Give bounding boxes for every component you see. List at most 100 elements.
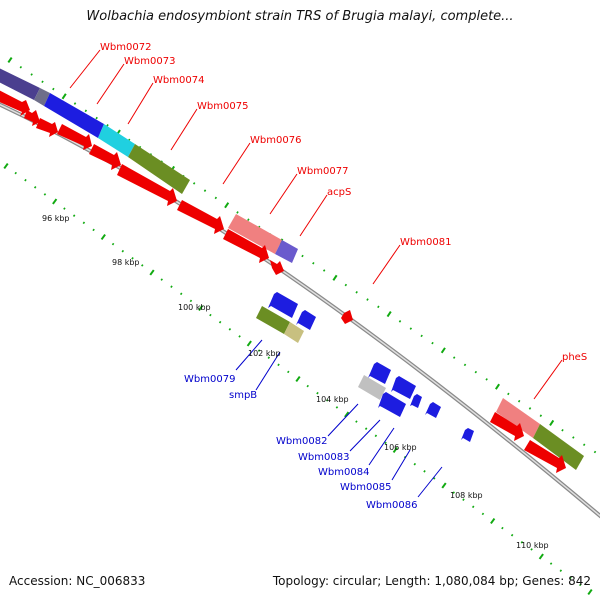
- gene-arrow[interactable]: [57, 124, 92, 150]
- map-title: Wolbachia endosymbiont strain TRS of Bru…: [86, 9, 514, 24]
- minor-tick: [433, 477, 436, 480]
- minor-tick: [203, 189, 207, 192]
- label-Wbm0073[interactable]: Wbm0073: [124, 56, 175, 67]
- feature-olive-bar-rev[interactable]: [256, 306, 290, 334]
- major-tick: [295, 375, 301, 383]
- minor-tick: [355, 420, 358, 423]
- minor-tick: [111, 242, 115, 246]
- label-Wbm0077[interactable]: Wbm0077: [297, 166, 348, 177]
- minor-tick: [485, 378, 488, 381]
- gene-arrow-rev[interactable]: [368, 362, 391, 384]
- gene-arrow-rev[interactable]: [425, 402, 441, 418]
- minor-tick: [160, 278, 163, 281]
- label-Wbm0084[interactable]: Wbm0084: [318, 467, 369, 478]
- label-Wbm0074[interactable]: Wbm0074: [153, 75, 204, 86]
- minor-tick: [398, 320, 402, 323]
- label-Wbm0085[interactable]: Wbm0085: [340, 482, 391, 493]
- minor-tick: [306, 384, 309, 388]
- label-acpS[interactable]: acpS: [327, 187, 351, 198]
- label-Wbm0086[interactable]: Wbm0086: [366, 500, 417, 511]
- gene-arrow-rev[interactable]: [410, 394, 422, 408]
- minor-tick: [14, 171, 17, 175]
- minor-tick: [420, 334, 423, 338]
- feature-olive-bar[interactable]: [128, 144, 190, 194]
- gene-arrow[interactable]: [0, 88, 30, 116]
- minor-tick: [30, 73, 33, 76]
- feature-cyan-bar[interactable]: [98, 124, 135, 157]
- minor-tick: [121, 249, 125, 253]
- feature-purple-bar[interactable]: [275, 240, 298, 263]
- label-Wbm0081[interactable]: Wbm0081: [400, 237, 451, 248]
- reverse-feature-track: [256, 306, 386, 400]
- minor-tick: [413, 462, 417, 466]
- ruler-label: 102 kbp: [248, 349, 281, 358]
- label-Wbm0076[interactable]: Wbm0076: [250, 135, 301, 146]
- gene-arrow-rev[interactable]: [461, 428, 474, 442]
- feature-Wbm0073-bar[interactable]: [34, 88, 50, 106]
- major-tick: [587, 588, 593, 596]
- minor-tick: [409, 327, 413, 330]
- label-Wbm0082[interactable]: Wbm0082: [276, 436, 327, 447]
- minor-tick: [52, 87, 55, 91]
- gene-arrow[interactable]: [524, 440, 566, 473]
- minor-tick: [179, 292, 183, 296]
- major-tick: [344, 411, 350, 418]
- minor-tick: [316, 391, 319, 395]
- feature-olive-bar-2[interactable]: [533, 424, 584, 470]
- label-pheS[interactable]: pheS: [562, 352, 587, 363]
- major-tick: [198, 304, 204, 312]
- major-tick: [61, 93, 67, 100]
- feature-salmon-bar[interactable]: [228, 214, 282, 254]
- major-tick: [490, 517, 496, 525]
- minor-tick: [218, 320, 222, 324]
- gene-arrow[interactable]: [223, 229, 269, 263]
- major-tick: [441, 482, 447, 489]
- gene-arrow[interactable]: [89, 144, 121, 170]
- minor-tick: [582, 443, 586, 447]
- feature-blue-bar[interactable]: [44, 93, 104, 138]
- gene-arrow-rev[interactable]: [378, 392, 406, 417]
- minor-tick: [335, 406, 339, 409]
- minor-tick: [366, 298, 369, 301]
- minor-tick: [471, 505, 475, 509]
- gene-arrow[interactable]: [490, 412, 524, 441]
- gene-arrow-rev[interactable]: [268, 292, 298, 318]
- minor-tick: [19, 65, 23, 69]
- minor-tick: [561, 428, 564, 432]
- label-Wbm0072[interactable]: Wbm0072: [100, 42, 151, 53]
- minor-tick: [377, 305, 380, 309]
- minor-tick: [530, 548, 533, 551]
- major-tick: [440, 347, 446, 354]
- feature-Wbm0072-bar[interactable]: [0, 66, 40, 100]
- minor-tick: [72, 214, 76, 217]
- label-smpB[interactable]: smpB: [229, 390, 257, 401]
- gene-arrow-rev[interactable]: [296, 310, 316, 330]
- gene-arrow[interactable]: [117, 164, 177, 206]
- label-Wbm0079[interactable]: Wbm0079: [184, 374, 235, 385]
- feature-khaki-bar-rev[interactable]: [284, 322, 304, 343]
- label-Wbm0083[interactable]: Wbm0083: [298, 452, 349, 463]
- minor-tick: [214, 196, 218, 200]
- forward-gene-labels: Wbm0072 Wbm0073 Wbm0074 Wbm0075 Wbm0076 …: [69, 42, 587, 400]
- gene-arrow[interactable]: [36, 118, 58, 137]
- feature-grey-bar-rev[interactable]: [358, 375, 386, 400]
- gene-arrow[interactable]: [341, 310, 353, 324]
- major-tick: [538, 553, 544, 560]
- minor-tick: [106, 124, 109, 127]
- minor-tick: [510, 533, 514, 537]
- minor-tick: [238, 335, 241, 338]
- gene-arrow[interactable]: [270, 260, 284, 275]
- major-tick: [7, 56, 13, 64]
- minor-tick: [312, 261, 315, 265]
- major-tick: [246, 340, 252, 347]
- gene-arrow[interactable]: [177, 200, 224, 234]
- label-Wbm0075[interactable]: Wbm0075: [197, 101, 248, 112]
- minor-tick: [92, 228, 95, 232]
- gene-arrow[interactable]: [24, 110, 40, 126]
- forward-gene-arrows: [0, 88, 566, 473]
- gene-arrow-rev[interactable]: [391, 376, 416, 399]
- feature-salmon-bar-2[interactable]: [496, 398, 540, 438]
- ruler-label: 106 kbp: [384, 443, 417, 452]
- minor-tick: [463, 363, 467, 367]
